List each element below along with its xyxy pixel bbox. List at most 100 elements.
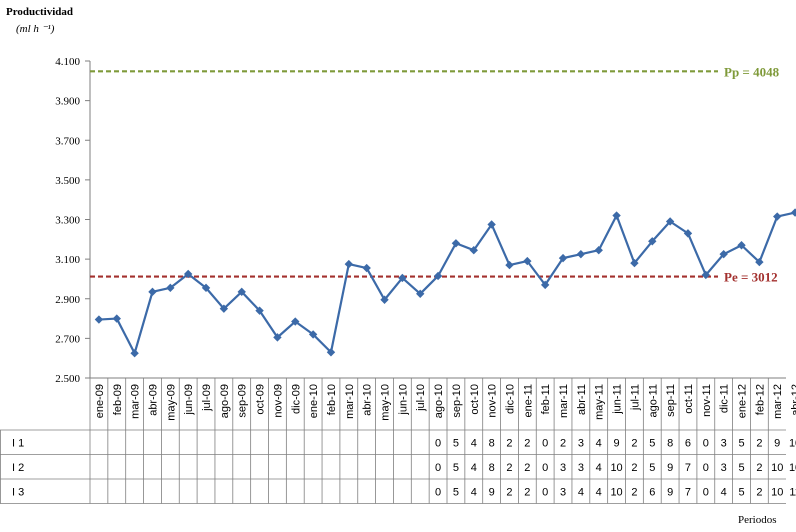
table-cell: 8 bbox=[489, 437, 495, 449]
table-cell: 0 bbox=[435, 437, 441, 449]
table-cell: 9 bbox=[667, 462, 673, 474]
table-cell: 5 bbox=[453, 462, 459, 474]
table-cell: 0 bbox=[435, 462, 441, 474]
x-tick-label: feb-10 bbox=[326, 384, 338, 415]
table-cell: 10 bbox=[789, 462, 796, 474]
table-cell: 10 bbox=[771, 486, 783, 498]
table-cell: 4 bbox=[578, 486, 584, 498]
data-point-marker bbox=[183, 269, 193, 279]
table-cell: 0 bbox=[542, 437, 548, 449]
reference-line-label: Pp = 4048 bbox=[724, 64, 780, 79]
table-cell: 7 bbox=[685, 462, 691, 474]
table-cell: 2 bbox=[560, 437, 566, 449]
y-axis-title: Productividad bbox=[6, 6, 74, 18]
table-cell: 5 bbox=[453, 486, 459, 498]
x-tick-label: jun-10 bbox=[397, 384, 409, 416]
table-row-label: I 3 bbox=[12, 486, 24, 498]
y-tick-label: 3.700 bbox=[55, 135, 80, 147]
table-cell: 4 bbox=[471, 462, 477, 474]
table-row-label: I 2 bbox=[12, 462, 24, 474]
data-point-marker bbox=[523, 256, 532, 266]
y-tick-label: 3.300 bbox=[55, 215, 80, 227]
data-point-marker bbox=[594, 246, 603, 255]
data-point-marker bbox=[237, 287, 246, 297]
table-cell: 9 bbox=[667, 486, 673, 498]
data-point-marker bbox=[326, 348, 336, 357]
table-cell: 2 bbox=[506, 486, 512, 498]
table-cell: 3 bbox=[721, 462, 727, 474]
table-cell: 9 bbox=[774, 437, 780, 449]
x-tick-label: ene-09 bbox=[94, 384, 106, 418]
x-tick-label: jun-11 bbox=[612, 384, 624, 415]
table-cell: 9 bbox=[614, 437, 620, 449]
table-cell: 10 bbox=[610, 462, 622, 474]
data-point-marker bbox=[344, 259, 354, 269]
x-tick-label: oct-09 bbox=[255, 384, 267, 415]
table-cell: 4 bbox=[471, 486, 477, 498]
table-cell: 2 bbox=[631, 486, 637, 498]
y-tick-label: 4.100 bbox=[55, 56, 80, 68]
table-cell: 8 bbox=[667, 437, 673, 449]
data-point-marker bbox=[630, 258, 639, 268]
x-tick-label: abr-11 bbox=[576, 384, 588, 415]
data-point-marker bbox=[380, 295, 389, 304]
x-tick-label: nov-09 bbox=[272, 384, 284, 418]
x-tick-label: mar-10 bbox=[344, 384, 356, 419]
x-tick-label: sep-11 bbox=[665, 384, 677, 417]
table-cell: 0 bbox=[542, 462, 548, 474]
data-point-marker bbox=[416, 289, 425, 298]
table-cell: 2 bbox=[756, 486, 762, 498]
data-point-marker bbox=[505, 260, 514, 270]
data-point-marker bbox=[201, 283, 211, 293]
data-point-marker bbox=[755, 257, 764, 267]
table-cell: 2 bbox=[524, 437, 530, 449]
x-tick-label: sep-09 bbox=[237, 384, 249, 418]
data-point-marker bbox=[148, 287, 157, 297]
data-point-marker bbox=[451, 239, 461, 248]
x-tick-label: ago-10 bbox=[433, 384, 445, 418]
table-cell: 5 bbox=[738, 437, 744, 449]
table-cell: 3 bbox=[578, 437, 584, 449]
data-point-marker bbox=[308, 330, 318, 339]
table-cell: 3 bbox=[560, 462, 566, 474]
table-cell: 4 bbox=[721, 486, 727, 498]
x-tick-label: sep-10 bbox=[451, 384, 463, 418]
data-point-marker bbox=[665, 217, 675, 226]
table-cell: 6 bbox=[649, 486, 655, 498]
x-tick-label: feb-09 bbox=[112, 384, 124, 415]
table-cell: 10 bbox=[789, 437, 796, 449]
x-tick-label: dic-09 bbox=[290, 384, 302, 414]
x-tick-label: dic-10 bbox=[504, 384, 516, 414]
x-tick-label: ago-09 bbox=[219, 384, 231, 418]
table-cell: 2 bbox=[506, 437, 512, 449]
data-point-marker bbox=[94, 315, 104, 324]
table-cell: 2 bbox=[524, 462, 530, 474]
table-cell: 3 bbox=[721, 437, 727, 449]
table-cell: 0 bbox=[542, 486, 548, 498]
y-tick-label: 3.500 bbox=[55, 175, 80, 187]
table-row-label: I 1 bbox=[12, 437, 24, 449]
x-tick-label: ene-11 bbox=[522, 384, 534, 417]
table-cell: 2 bbox=[756, 437, 762, 449]
table-cell: 2 bbox=[756, 462, 762, 474]
x-tick-label: may-11 bbox=[594, 384, 606, 420]
data-point-marker bbox=[166, 283, 175, 293]
series-line bbox=[98, 211, 796, 355]
x-tick-label: oct-11 bbox=[683, 384, 695, 414]
table-cell: 4 bbox=[596, 486, 602, 498]
table-cell: 2 bbox=[524, 486, 530, 498]
y-tick-label: 2.900 bbox=[55, 294, 80, 306]
table-cell: 5 bbox=[738, 462, 744, 474]
x-axis-title: Periodos bbox=[738, 514, 777, 526]
data-point-marker bbox=[773, 212, 782, 221]
x-tick-label: jul-09 bbox=[201, 384, 213, 412]
data-point-marker bbox=[469, 246, 478, 255]
table-cell: 3 bbox=[560, 486, 566, 498]
data-point-marker bbox=[737, 241, 746, 250]
table-cell: 4 bbox=[471, 437, 477, 449]
x-tick-label: may-10 bbox=[380, 384, 392, 421]
table-cell: 8 bbox=[489, 462, 495, 474]
x-tick-label: mar-11 bbox=[558, 384, 570, 418]
x-tick-label: may-09 bbox=[165, 384, 177, 421]
x-tick-label: feb-11 bbox=[540, 384, 552, 414]
